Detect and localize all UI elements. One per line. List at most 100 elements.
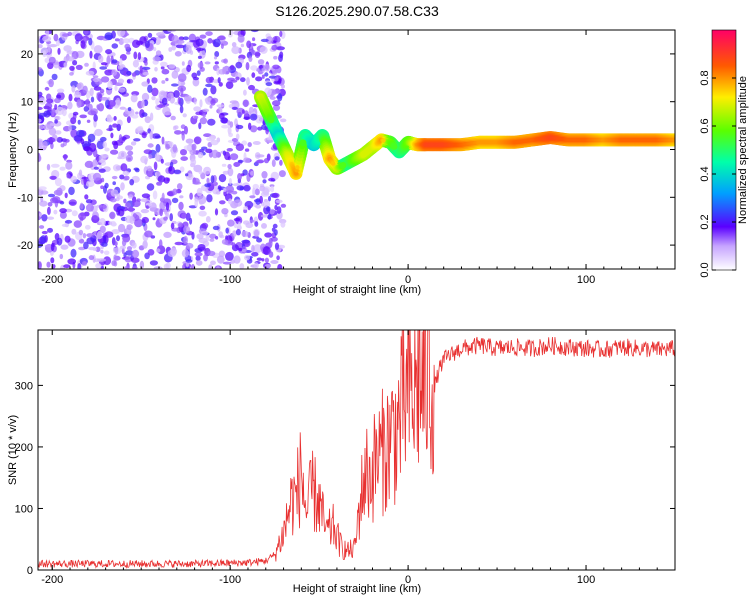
noise-speck [92,172,102,181]
noise-speck [163,263,170,269]
noise-speck [235,143,245,151]
noise-speck [57,47,61,55]
noise-speck [250,30,259,33]
noise-speck [168,166,173,172]
noise-speck [45,30,50,37]
noise-speck [113,116,117,121]
noise-speck [92,61,96,70]
noise-speck [256,257,263,261]
noise-speck [53,33,59,42]
trace-mark [339,162,347,169]
noise-speck [198,200,204,205]
noise-speck [38,261,42,269]
noise-speck [39,200,48,207]
noise-speck [203,133,212,138]
noise-speck [179,195,184,199]
noise-speck [181,249,190,258]
noise-speck [106,55,111,65]
noise-speck [254,51,261,58]
noise-speck [70,175,77,183]
noise-speck [275,199,283,204]
noise-speck [119,174,125,180]
noise-speck [111,43,119,49]
noise-speck [50,242,55,252]
noise-speck [38,186,47,191]
noise-speck [194,252,203,257]
noise-speck [152,56,161,62]
noise-speck [118,38,125,45]
noise-speck [262,200,271,208]
noise-speck [167,94,172,102]
noise-speck [96,231,103,240]
noise-speck [149,260,158,266]
noise-speck [92,247,97,251]
noise-speck [170,222,175,230]
noise-speck [255,204,262,209]
noise-speck [75,64,83,70]
noise-speck [210,260,216,266]
noise-speck [180,87,184,96]
noise-speck [200,230,209,236]
noise-speck [141,66,151,70]
noise-speck [43,124,52,130]
noise-speck [249,219,255,223]
noise-speck [223,187,227,192]
noise-speck [171,197,179,204]
noise-speck [93,86,102,91]
noise-speck [112,181,116,186]
noise-speck [165,77,169,82]
noise-speck [172,188,178,195]
noise-speck [270,260,279,264]
noise-speck [117,30,126,37]
noise-speck [96,140,105,150]
noise-speck [155,50,162,57]
noise-speck [209,104,213,109]
noise-speck [60,143,65,148]
noise-speck [63,264,71,269]
noise-speck [100,249,104,254]
noise-speck [262,246,271,256]
noise-speck [85,90,91,99]
spectrogram-ylabel: Frequency (Hz) [7,112,19,188]
noise-speck [161,97,168,106]
noise-speck [59,253,64,260]
noise-speck [184,125,188,135]
noise-speck [265,82,273,87]
noise-speck [262,187,270,196]
noise-speck [160,66,165,70]
noise-speck [158,239,163,249]
noise-speck [93,114,98,122]
noise-speck [254,221,259,227]
noise-speck [185,259,193,263]
noise-speck [278,170,286,178]
noise-speck [176,183,183,190]
noise-speck [56,88,65,94]
noise-speck [144,40,150,49]
trace-mark [381,138,386,143]
spectrogram-ytick-label: 0 [27,145,33,157]
noise-speck [184,95,192,102]
noise-speck [272,104,281,111]
noise-speck [124,266,129,269]
noise-speck [257,211,264,221]
noise-speck [252,187,256,196]
noise-speck [144,230,153,238]
noise-speck [146,165,152,172]
noise-speck [243,220,250,225]
noise-speck [265,139,274,143]
noise-speck [163,216,168,221]
noise-speck [100,76,110,83]
spectrogram-ytick-label: -10 [17,192,33,204]
noise-speck [196,70,201,76]
noise-speck [68,186,75,196]
snr-frame [37,329,676,571]
noise-speck [264,63,270,72]
noise-speck [95,246,101,253]
noise-speck [227,219,235,227]
noise-speck [230,79,238,83]
noise-speck [210,85,217,95]
spectrogram-xtick-label: -200 [41,274,63,286]
noise-speck [220,117,228,124]
noise-speck [56,237,63,246]
noise-speck [67,101,73,110]
